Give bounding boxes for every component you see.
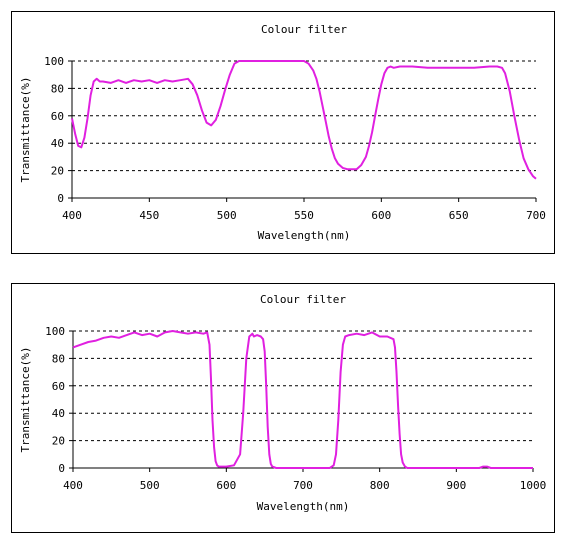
y-tick-label: 40 xyxy=(51,137,64,150)
x-tick-label: 900 xyxy=(446,479,466,492)
chart-title: Colour filter xyxy=(261,23,347,36)
x-tick-label: 550 xyxy=(294,209,314,222)
y-tick-label: 60 xyxy=(52,380,65,393)
x-tick-label: 700 xyxy=(526,209,546,222)
y-tick-label: 20 xyxy=(52,435,65,448)
chart-title: Colour filter xyxy=(260,293,346,306)
transmittance-series-line xyxy=(72,330,533,469)
x-axis-label: Wavelength(nm) xyxy=(258,229,351,242)
y-tick-label: 100 xyxy=(45,325,65,338)
x-tick-label: 400 xyxy=(63,479,83,492)
y-tick-label: 80 xyxy=(52,352,65,365)
y-tick-label: 80 xyxy=(51,82,64,95)
x-tick-label: 600 xyxy=(371,209,391,222)
y-tick-label: 60 xyxy=(51,110,64,123)
transmittance-series-line xyxy=(71,60,537,180)
x-tick-label: 400 xyxy=(62,209,82,222)
x-tick-label: 500 xyxy=(217,209,237,222)
x-tick-label: 500 xyxy=(140,479,160,492)
y-tick-label: 0 xyxy=(58,462,65,475)
chart-top: Colour filter 0 20 40 60 80 100 400 450 500 550 600… xyxy=(19,23,546,242)
y-axis-label: Transmittance(%) xyxy=(19,77,32,183)
x-tick-label: 450 xyxy=(139,209,159,222)
x-tick-label: 700 xyxy=(293,479,313,492)
chart-panel-top: Colour filter 0 20 40 60 80 100 400 450 500 550 600… xyxy=(11,11,555,254)
y-tick-label: 100 xyxy=(44,55,64,68)
x-tick-label: 600 xyxy=(216,479,236,492)
x-tick-label: 650 xyxy=(449,209,469,222)
chart-panel-bottom: Colour filter 0 20 40 60 80 100 400 500 600 700 800… xyxy=(11,283,555,533)
y-tick-label: 40 xyxy=(52,407,65,420)
chart-bottom: Colour filter 0 20 40 60 80 100 400 500 600 700 800… xyxy=(19,293,547,513)
y-tick-label: 20 xyxy=(51,165,64,178)
x-tick-label: 1000 xyxy=(520,479,547,492)
x-tick-label: 800 xyxy=(370,479,390,492)
y-tick-label: 0 xyxy=(57,192,64,205)
y-axis-label: Transmittance(%) xyxy=(19,347,32,453)
x-axis-label: Wavelength(nm) xyxy=(257,500,350,513)
